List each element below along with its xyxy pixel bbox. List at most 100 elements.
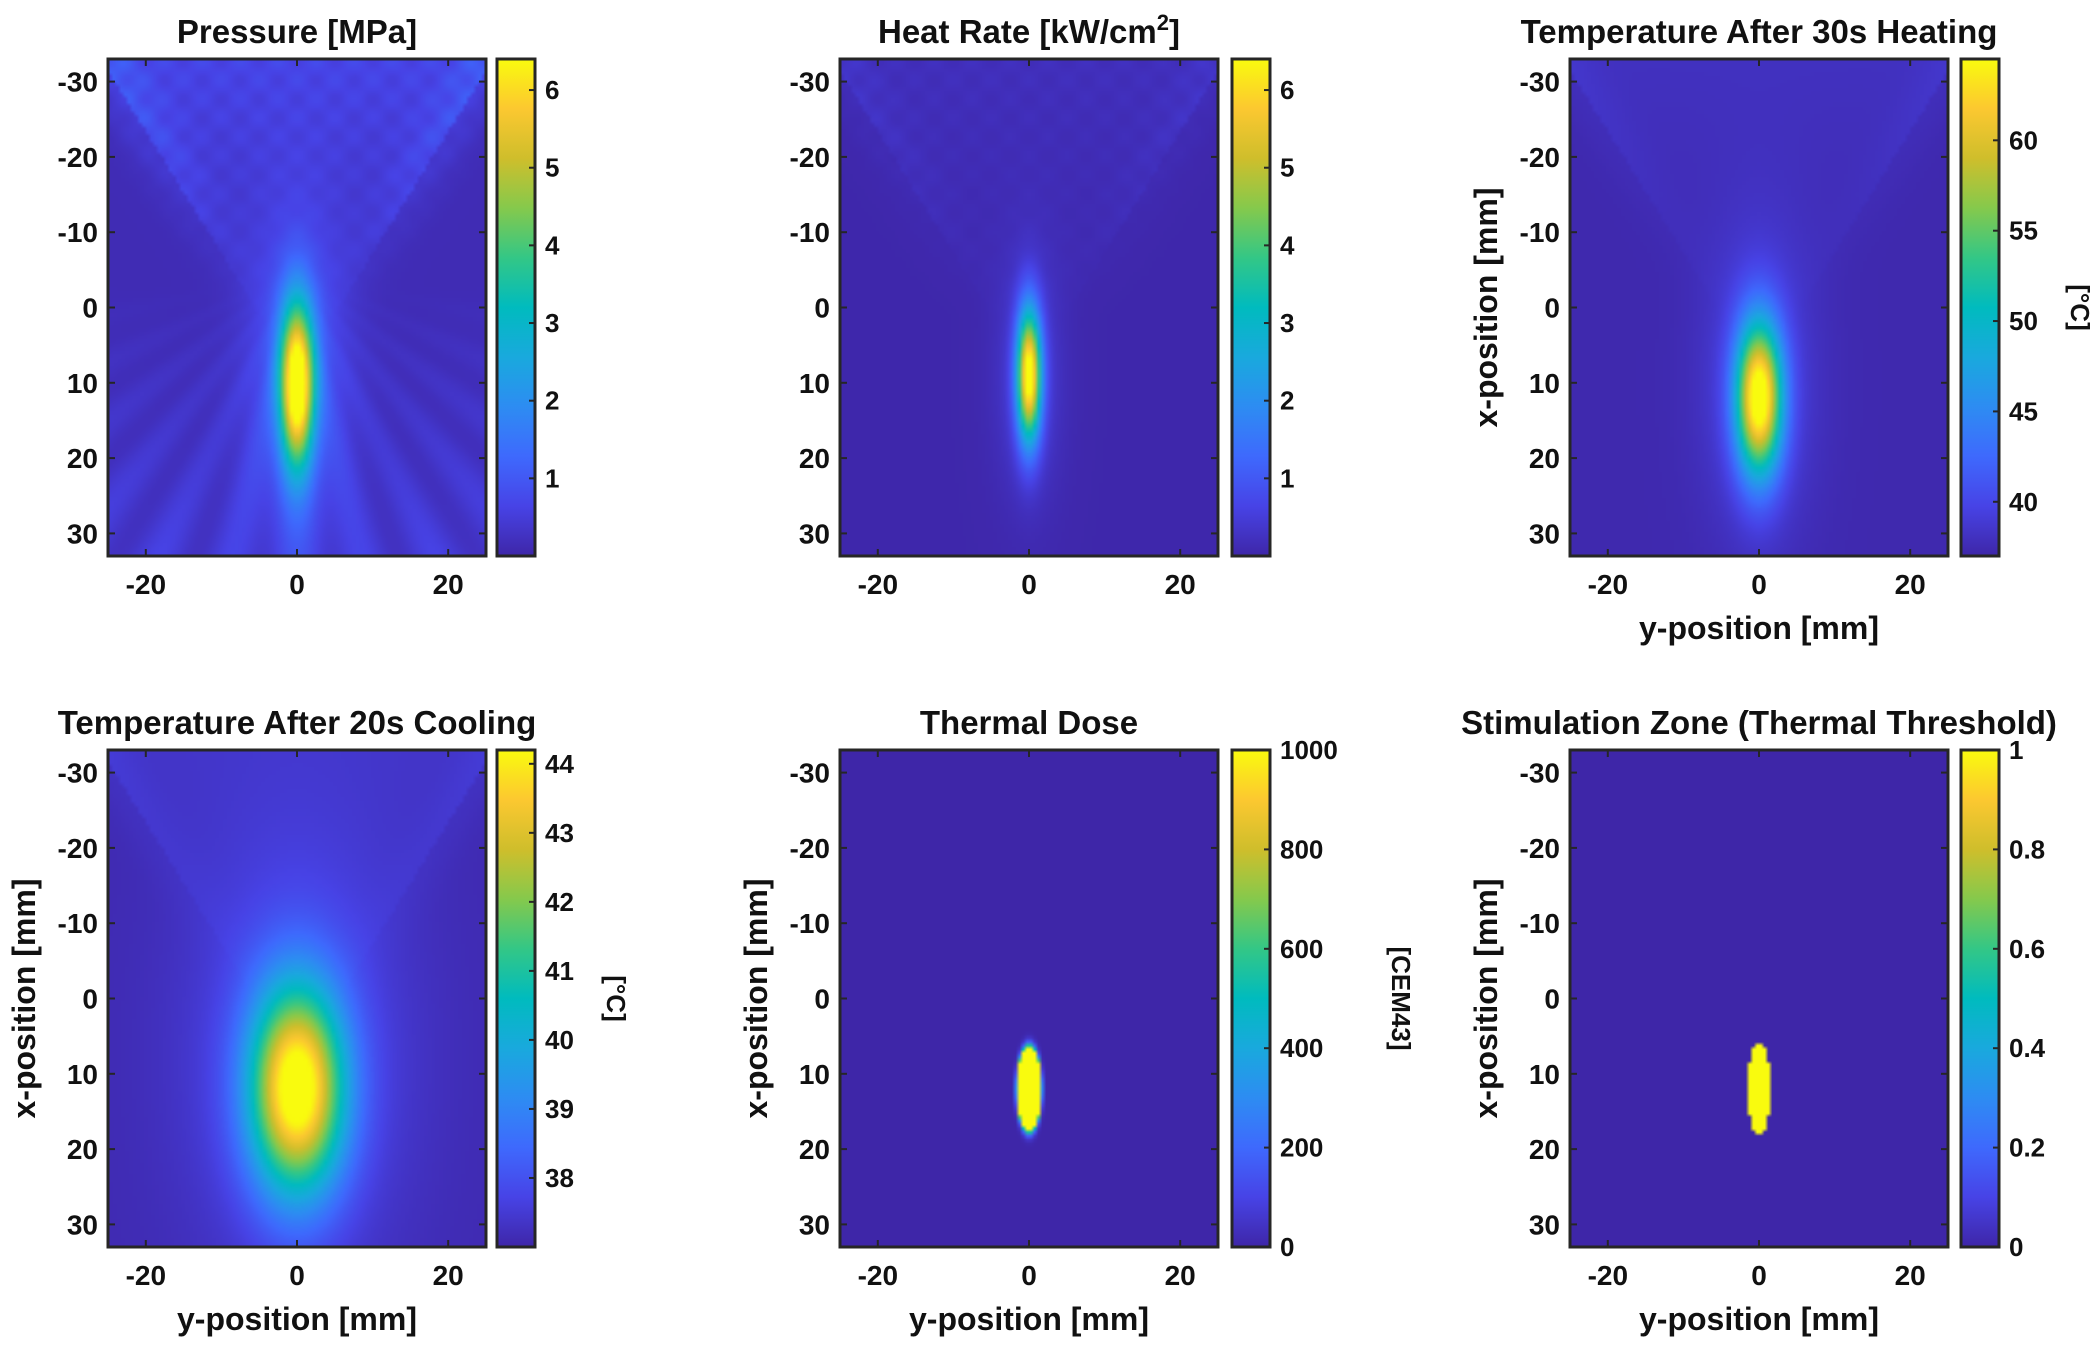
y-tick-label: 10 (1529, 368, 1560, 399)
colorbar-tick-label: 0.2 (2009, 1133, 2045, 1163)
x-axis-label: y-position [mm] (1639, 610, 1879, 646)
colorbar-tick-label: 0 (1280, 1232, 1294, 1262)
y-tick-label: 0 (814, 293, 830, 324)
y-tick-label: 30 (1529, 518, 1560, 549)
x-tick-label: 0 (1751, 569, 1767, 600)
colorbar-tick-label: 1 (2009, 735, 2023, 765)
colorbar-tick-label: 43 (545, 818, 574, 848)
colorbar-tick-label: 38 (545, 1163, 574, 1193)
y-tick-label: 0 (814, 984, 830, 1015)
y-tick-label: -30 (58, 758, 98, 789)
colorbar-frame (1230, 748, 1272, 1249)
y-tick-label: -20 (790, 833, 830, 864)
x-tick-label: 20 (1895, 569, 1926, 600)
y-tick-label: 0 (82, 293, 98, 324)
x-tick-label: 20 (1165, 1260, 1196, 1291)
x-tick-label: -20 (126, 1260, 166, 1291)
y-tick-label: 0 (1544, 293, 1560, 324)
y-tick-label: -20 (1520, 833, 1560, 864)
colorbar-tick-label: 60 (2009, 125, 2038, 155)
x-tick-label: 0 (1021, 1260, 1037, 1291)
y-tick-label: -10 (1520, 217, 1560, 248)
panel-temp20: -30 -20 -10 0 10 20 30 -20 0 20 Temperature After … (6, 704, 631, 1337)
heatmap-image (840, 59, 1218, 556)
colorbar-frame (495, 748, 537, 1249)
y-tick-label: 0 (82, 984, 98, 1015)
x-tick-label: -20 (858, 1260, 898, 1291)
heatmap-image (1570, 750, 1948, 1247)
y-tick-label: 30 (67, 518, 98, 549)
panel-dose: -30 -20 -10 0 10 20 30 -20 0 20 Thermal Dose y-posi… (738, 704, 1416, 1337)
colorbar-tick-label: 3 (1280, 308, 1294, 338)
y-tick-label: 20 (1529, 443, 1560, 474)
colorbar-frame (1230, 57, 1272, 558)
colorbar-tick-label: 600 (1280, 934, 1323, 964)
y-tick-label: -10 (58, 217, 98, 248)
colorbar-tick-label: 0.8 (2009, 834, 2045, 864)
y-tick-label: -10 (1520, 908, 1560, 939)
x-tick-label: -20 (858, 569, 898, 600)
panel-heatrate: -30 -20 -10 0 10 20 30 -20 0 20 Heat Rate [kW/cm2]… (790, 10, 1295, 600)
chart-title: Heat Rate [kW/cm2] (878, 10, 1180, 50)
y-tick-label: 20 (799, 443, 830, 474)
colorbar-tick-label: 44 (545, 749, 574, 779)
colorbar-tick-label: 42 (545, 887, 574, 917)
colorbar-tick-label: 1000 (1280, 735, 1338, 765)
colorbar-tick-label: 800 (1280, 834, 1323, 864)
y-tick-label: -30 (58, 67, 98, 98)
colorbar-tick-label: 3 (545, 308, 559, 338)
colorbar-tick-label: 0 (2009, 1232, 2023, 1262)
x-tick-label: 0 (1751, 1260, 1767, 1291)
colorbar-tick-label: 6 (545, 75, 559, 105)
colorbar-tick-label: 55 (2009, 216, 2038, 246)
y-tick-label: 30 (1529, 1209, 1560, 1240)
y-tick-label: -20 (790, 142, 830, 173)
colorbar-tick-label: 40 (2009, 487, 2038, 517)
colorbar-tick-label: 39 (545, 1094, 574, 1124)
x-tick-label: 20 (1165, 569, 1196, 600)
colorbar (1961, 750, 1999, 1247)
panel-temp30: -30 -20 -10 0 10 20 30 -20 0 20 Temperature After … (1468, 13, 2095, 646)
y-tick-label: -30 (1520, 758, 1560, 789)
colorbar-label: [CEM43] (1386, 946, 1416, 1050)
x-tick-label: -20 (1588, 1260, 1628, 1291)
chart-title: Pressure [MPa] (177, 13, 417, 50)
panel-pressure: -30 -20 -10 0 10 20 30 -20 0 20 Pressure [MPa] 1 2 3 4… (58, 13, 560, 600)
heatmap-image (108, 750, 486, 1247)
x-tick-label: 0 (289, 1260, 305, 1291)
chart-title: Thermal Dose (920, 704, 1138, 741)
chart-title: Temperature After 20s Cooling (58, 704, 537, 741)
y-tick-label: 10 (67, 368, 98, 399)
y-tick-label: 20 (799, 1134, 830, 1165)
x-tick-label: 20 (433, 1260, 464, 1291)
x-tick-label: 20 (1895, 1260, 1926, 1291)
colorbar-label: [°C] (601, 975, 631, 1022)
colorbar-tick-label: 40 (545, 1025, 574, 1055)
x-tick-label: 20 (433, 569, 464, 600)
colorbar (1961, 59, 1999, 556)
y-tick-label: 30 (799, 1209, 830, 1240)
colorbar-tick-label: 6 (1280, 75, 1294, 105)
x-tick-label: -20 (126, 569, 166, 600)
y-tick-label: 0 (1544, 984, 1560, 1015)
colorbar-tick-label: 5 (545, 153, 559, 183)
y-axis-label: x-position [mm] (1468, 879, 1504, 1119)
y-tick-label: 20 (67, 443, 98, 474)
colorbar-tick-label: 4 (545, 230, 560, 260)
x-axis-label: y-position [mm] (1639, 1301, 1879, 1337)
y-tick-label: 10 (1529, 1059, 1560, 1090)
y-tick-label: -20 (1520, 142, 1560, 173)
colorbar (497, 59, 535, 556)
colorbar-tick-label: 200 (1280, 1133, 1323, 1163)
colorbar-frame (1959, 748, 2001, 1249)
colorbar-tick-label: 41 (545, 956, 574, 986)
colorbar-tick-label: 0.4 (2009, 1033, 2046, 1063)
x-axis-label: y-position [mm] (909, 1301, 1149, 1337)
x-axis-label: y-position [mm] (177, 1301, 417, 1337)
chart-title: Temperature After 30s Heating (1521, 13, 1998, 50)
y-tick-label: -10 (790, 217, 830, 248)
y-tick-label: 20 (1529, 1134, 1560, 1165)
heatmap-image (108, 59, 486, 556)
colorbar-tick-label: 45 (2009, 396, 2038, 426)
